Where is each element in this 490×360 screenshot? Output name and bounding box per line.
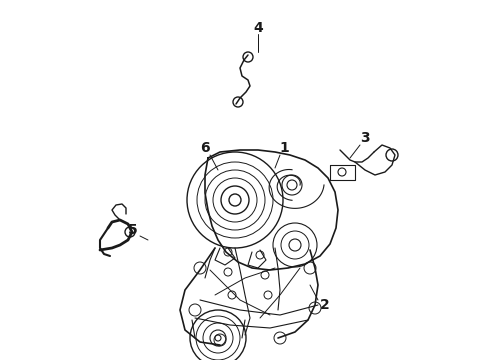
- Text: 3: 3: [360, 131, 370, 145]
- Text: 6: 6: [200, 141, 210, 155]
- Text: 4: 4: [253, 21, 263, 35]
- Text: 1: 1: [279, 141, 289, 155]
- Text: 5: 5: [128, 223, 138, 237]
- Text: 2: 2: [320, 298, 330, 312]
